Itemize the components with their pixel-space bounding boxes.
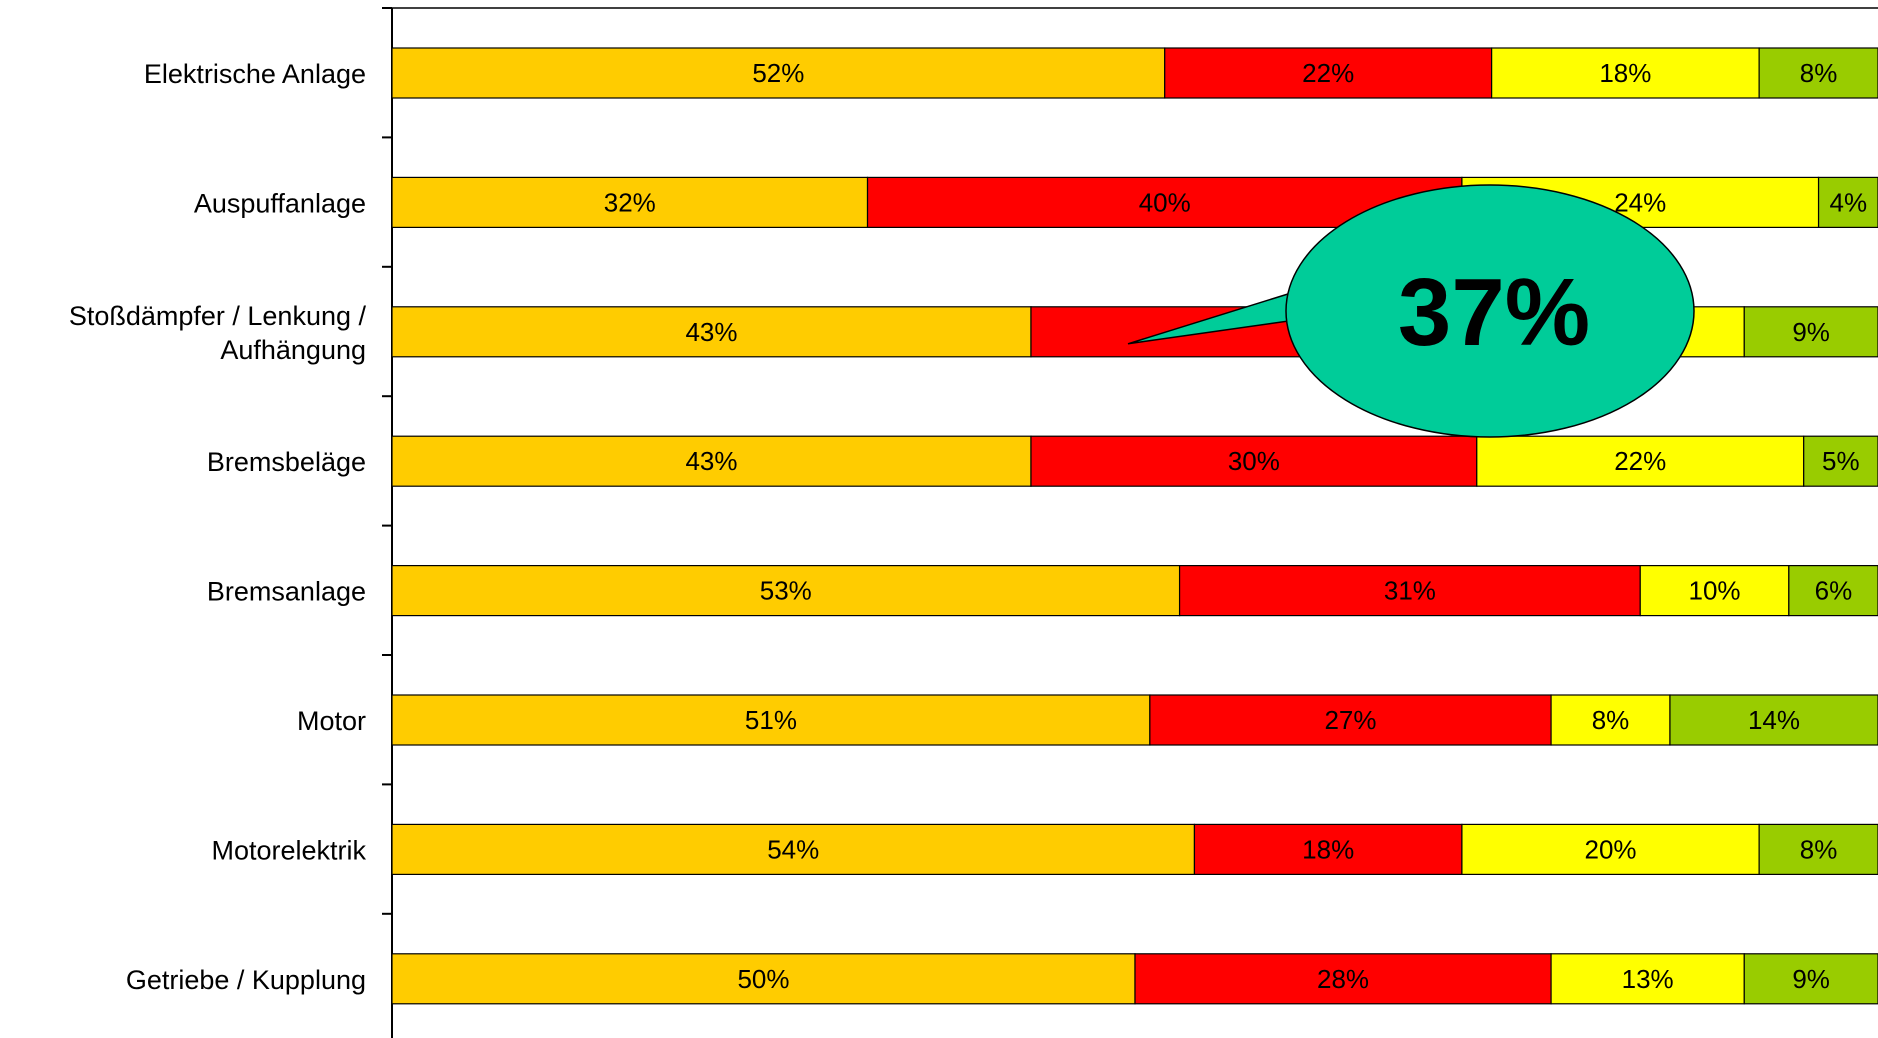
- category-label: Motorelektrik: [211, 835, 366, 865]
- bars: 52% 22% 18% 8% 32% 40% 24% 4% 43% 9% 43% 30% 22% 5% 53…: [391, 47, 1878, 1005]
- bar-segment: [1788, 564, 1878, 617]
- data-label: 8%: [1592, 705, 1630, 735]
- data-label: 10%: [1689, 576, 1741, 606]
- data-label: 22%: [1614, 446, 1666, 476]
- bar-segment: [1743, 306, 1878, 358]
- data-label: 28%: [1317, 964, 1369, 994]
- category-label: Elektrische Anlage: [144, 59, 366, 89]
- data-label: 9%: [1792, 964, 1830, 994]
- data-label: 53%: [760, 576, 812, 606]
- data-label: 54%: [767, 834, 819, 864]
- bar-segment: [1491, 47, 1760, 99]
- bar-segment: [1193, 823, 1463, 876]
- bar-segment: [1476, 435, 1805, 487]
- bar-segment: [1669, 694, 1878, 746]
- callout-bubble: [1285, 184, 1695, 438]
- data-label: 20%: [1584, 834, 1636, 864]
- bar-segment: [1758, 47, 1878, 99]
- data-label: 6%: [1815, 576, 1853, 606]
- bar-segment: [1030, 435, 1478, 487]
- category-label: Auspuffanlage: [194, 188, 366, 218]
- data-label: 8%: [1800, 58, 1838, 88]
- category-labels: Elektrische Anlage Auspuffanlage Stoßdämpf…: [69, 59, 367, 995]
- data-label: 52%: [752, 58, 804, 88]
- data-label: 4%: [1829, 187, 1867, 217]
- callout-value: 37%: [1398, 259, 1590, 366]
- bar-segment: [1817, 176, 1878, 228]
- category-label: Stoßdämpfer / Lenkung / Aufhängung: [69, 301, 367, 365]
- bar-segment: [1550, 694, 1671, 746]
- data-label: 51%: [745, 705, 797, 735]
- bar-segment: [391, 823, 1196, 876]
- data-label: 18%: [1302, 834, 1354, 864]
- bar-segment: [391, 953, 1136, 1005]
- data-label: 14%: [1748, 705, 1800, 735]
- data-label: 30%: [1228, 446, 1280, 476]
- data-label: 32%: [604, 187, 656, 217]
- data-label: 9%: [1792, 317, 1830, 347]
- bar-segment: [391, 306, 1032, 358]
- data-label: 24%: [1614, 187, 1666, 217]
- category-label: Motor: [297, 706, 366, 736]
- bar-segment: [1461, 823, 1760, 876]
- data-label: 5%: [1822, 446, 1860, 476]
- data-label: 8%: [1800, 834, 1838, 864]
- bar-segment: [391, 564, 1181, 617]
- plot-frame: [382, 7, 1878, 1038]
- bar-segment: [1639, 564, 1790, 617]
- data-label: 18%: [1599, 58, 1651, 88]
- data-label: 27%: [1324, 705, 1376, 735]
- bar-segment: [1743, 953, 1878, 1005]
- data-label: 43%: [685, 317, 737, 347]
- bar-segment: [1550, 953, 1745, 1005]
- data-label: 40%: [1139, 187, 1191, 217]
- bar-segment: [1758, 823, 1878, 876]
- category-label: Bremsbeläge: [207, 447, 366, 477]
- data-label: 43%: [685, 446, 737, 476]
- bar-segment: [1149, 694, 1552, 746]
- callout: 37%: [1127, 184, 1695, 438]
- data-label: 22%: [1302, 58, 1354, 88]
- callout-seam: [1300, 282, 1326, 320]
- bar-segment: [391, 694, 1151, 746]
- category-label: Getriebe / Kupplung: [126, 965, 366, 995]
- data-label: 50%: [737, 964, 789, 994]
- bar-segment: [1803, 435, 1878, 487]
- bar-segment: [1178, 564, 1641, 617]
- data-label: 13%: [1622, 964, 1674, 994]
- bar-segment: [391, 176, 869, 228]
- category-label: Bremsanlage: [207, 577, 366, 607]
- bar-segment: [1164, 47, 1493, 99]
- data-label: 31%: [1384, 576, 1436, 606]
